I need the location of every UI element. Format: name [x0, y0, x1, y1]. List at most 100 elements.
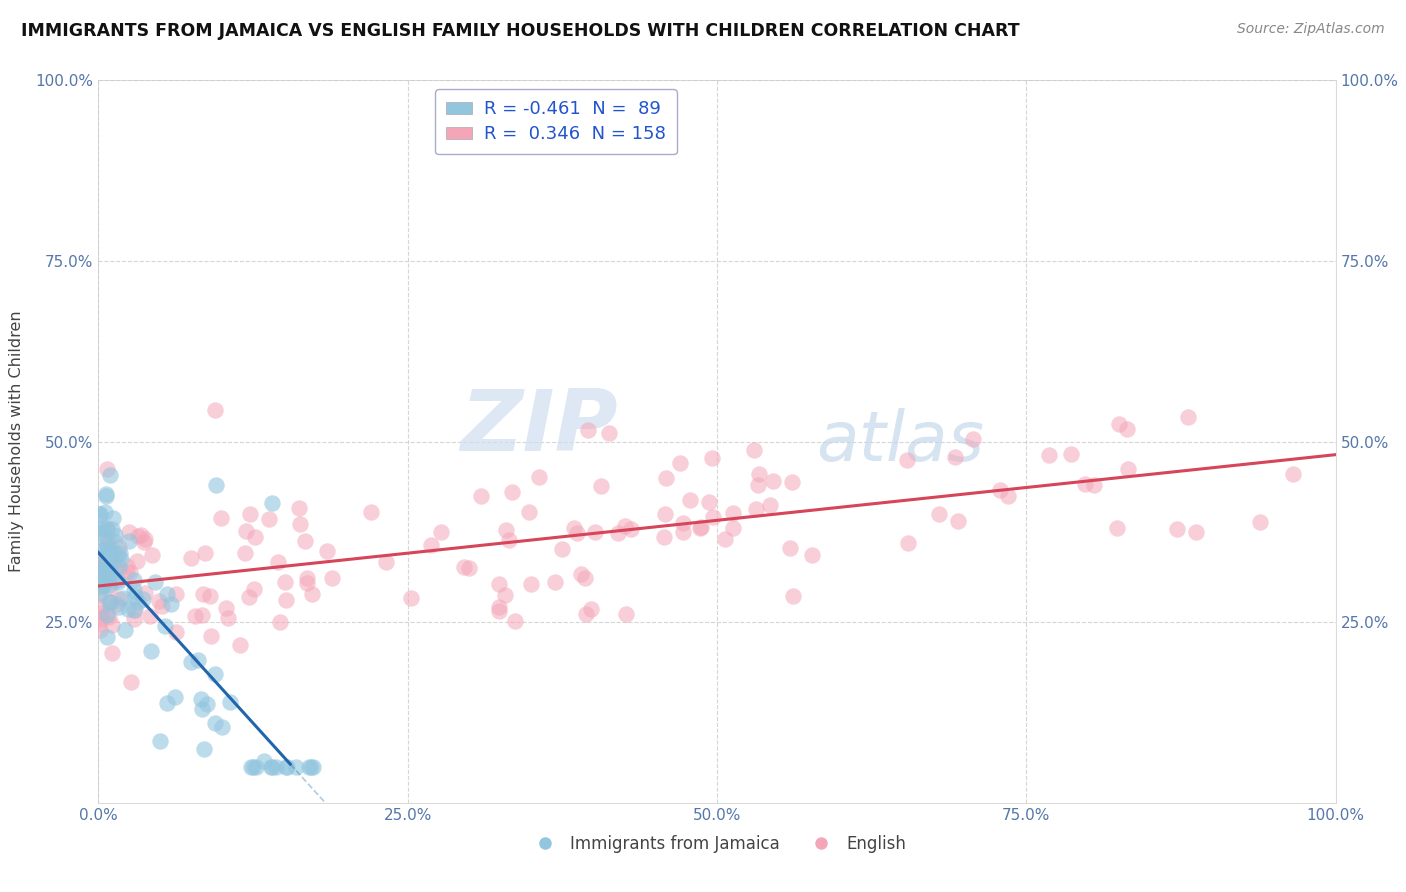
- Point: [215, 600, 238, 615]
- Point: [101, 555, 124, 569]
- Point: [104, 548, 127, 562]
- Point: [700, 451, 723, 466]
- Point: [285, 760, 308, 774]
- Point: [110, 591, 132, 606]
- Point: [576, 423, 599, 437]
- Point: [91, 581, 114, 595]
- Point: [245, 530, 267, 544]
- Point: [89, 557, 111, 571]
- Point: [517, 505, 540, 519]
- Point: [96, 541, 118, 556]
- Point: [120, 565, 142, 579]
- Point: [267, 555, 290, 569]
- Point: [190, 692, 212, 706]
- Point: [97, 578, 120, 592]
- Point: [689, 520, 711, 534]
- Point: [89, 586, 111, 600]
- Point: [779, 541, 801, 556]
- Point: [274, 575, 297, 590]
- Point: [163, 690, 186, 705]
- Point: [141, 549, 163, 563]
- Point: [97, 571, 120, 585]
- Point: [184, 609, 207, 624]
- Point: [90, 558, 112, 572]
- Point: [122, 602, 145, 616]
- Point: [103, 511, 125, 525]
- Point: [269, 615, 291, 630]
- Point: [299, 760, 322, 774]
- Point: [204, 402, 226, 417]
- Point: [91, 564, 114, 578]
- Point: [1116, 462, 1139, 476]
- Point: [101, 522, 124, 536]
- Point: [191, 587, 214, 601]
- Point: [139, 644, 162, 658]
- Point: [96, 489, 118, 503]
- Point: [94, 574, 117, 589]
- Point: [419, 538, 441, 552]
- Point: [245, 760, 267, 774]
- Text: IMMIGRANTS FROM JAMAICA VS ENGLISH FAMILY HOUSEHOLDS WITH CHILDREN CORRELATION C: IMMIGRANTS FROM JAMAICA VS ENGLISH FAMIL…: [21, 22, 1019, 40]
- Point: [103, 534, 125, 549]
- Point: [127, 595, 149, 609]
- Point: [143, 575, 166, 590]
- Point: [97, 548, 120, 562]
- Point: [190, 702, 212, 716]
- Point: [87, 558, 110, 573]
- Point: [156, 587, 179, 601]
- Point: [1177, 409, 1199, 424]
- Point: [91, 522, 114, 536]
- Point: [607, 526, 630, 541]
- Point: [375, 555, 398, 569]
- Point: [180, 656, 202, 670]
- Point: [896, 452, 918, 467]
- Point: [121, 675, 143, 690]
- Point: [1073, 476, 1095, 491]
- Point: [97, 564, 120, 578]
- Point: [125, 554, 148, 568]
- Point: [1108, 417, 1130, 431]
- Point: [89, 507, 111, 521]
- Point: [134, 535, 156, 549]
- Point: [107, 540, 129, 554]
- Point: [1166, 522, 1188, 536]
- Point: [156, 696, 179, 710]
- Point: [782, 589, 804, 603]
- Point: [260, 760, 283, 774]
- Point: [721, 506, 744, 520]
- Point: [567, 526, 589, 541]
- Point: [149, 734, 172, 748]
- Point: [239, 760, 262, 774]
- Point: [614, 607, 637, 622]
- Point: [118, 525, 141, 540]
- Point: [620, 522, 643, 536]
- Point: [122, 582, 145, 597]
- Point: [107, 575, 129, 590]
- Point: [117, 602, 139, 616]
- Point: [200, 629, 222, 643]
- Point: [148, 593, 170, 607]
- Point: [679, 493, 702, 508]
- Point: [690, 520, 713, 534]
- Point: [302, 760, 325, 774]
- Point: [498, 533, 520, 548]
- Point: [124, 603, 146, 617]
- Point: [748, 467, 770, 482]
- Point: [100, 595, 122, 609]
- Point: [672, 516, 695, 530]
- Text: Source: ZipAtlas.com: Source: ZipAtlas.com: [1237, 22, 1385, 37]
- Point: [239, 507, 262, 521]
- Point: [997, 489, 1019, 503]
- Point: [453, 560, 475, 574]
- Point: [195, 697, 218, 711]
- Point: [94, 569, 117, 583]
- Point: [747, 477, 769, 491]
- Point: [105, 597, 128, 611]
- Point: [155, 619, 177, 633]
- Point: [122, 612, 145, 626]
- Point: [928, 508, 950, 522]
- Point: [1184, 525, 1206, 540]
- Point: [505, 614, 527, 628]
- Point: [294, 533, 316, 548]
- Point: [288, 501, 311, 516]
